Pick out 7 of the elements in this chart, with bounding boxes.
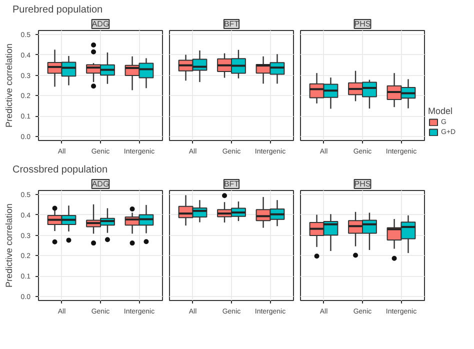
- text: Crossbred population: [12, 164, 108, 176]
- y-axis-title: Predictive correlation: [4, 43, 14, 128]
- chart-title: BFT: [224, 20, 240, 28]
- legend-title: Model: [428, 106, 454, 116]
- text: Purebred population: [12, 4, 103, 16]
- chart-title: BFT: [224, 180, 240, 188]
- y-axis-title: Predictive correlation: [4, 203, 14, 288]
